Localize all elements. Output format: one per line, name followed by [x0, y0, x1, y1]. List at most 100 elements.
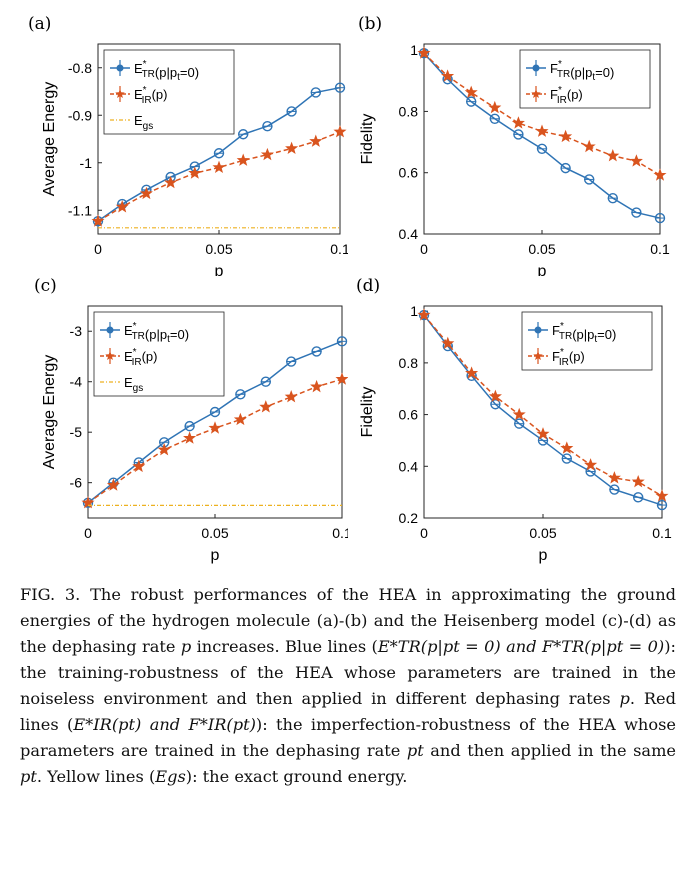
- legend-marker: [531, 89, 541, 99]
- legend-marker: [534, 326, 542, 334]
- data-point-star: [631, 474, 645, 488]
- data-point-star: [208, 421, 222, 434]
- data-point-star: [115, 200, 129, 213]
- y-tick-label: 1: [410, 303, 418, 319]
- x-tick-label: 0.1: [330, 241, 348, 257]
- caption-text-4: . Red lines (: [20, 689, 676, 734]
- y-tick-label: -1.1: [68, 202, 92, 218]
- legend-label: Egs: [124, 375, 143, 394]
- series-line-1: [423, 52, 661, 176]
- x-tick-label: 0.1: [652, 525, 672, 541]
- legend-label: E* TR(p|pt=0): [124, 321, 189, 345]
- caption-var-2: p: [619, 689, 630, 708]
- data-point-star: [106, 478, 120, 491]
- chart-b-hydrogen-fidelity: 0 0.05 0.1 0.4 0.6 0.8 1 p Fidelity F* TR(p|pt=0)F…: [359, 42, 670, 276]
- x-tick-label: 0.05: [528, 241, 555, 257]
- panel-label-d: (d): [356, 276, 381, 296]
- legend-label: F* IR(p): [550, 85, 583, 106]
- legend-label: F* TR(p|pt=0): [552, 321, 616, 345]
- data-point-star: [465, 366, 479, 379]
- legend-box: [103, 49, 235, 135]
- chart-a-hydrogen-energy: 0 0.05 0.1 -1.1 -1 -0.9 -0.8 p Average Energy E* T…: [41, 43, 348, 276]
- data-point-star: [236, 153, 250, 166]
- caption-var-4: pt: [20, 767, 37, 786]
- legend-label: Egs: [134, 113, 153, 132]
- y-axis-label: Fidelity: [359, 114, 376, 165]
- y-tick-label: -1: [80, 155, 93, 171]
- y-axis-label: Average Energy: [41, 82, 58, 196]
- x-tick-label: 0.05: [529, 525, 556, 541]
- data-point-star: [259, 400, 273, 413]
- legend-marker: [116, 64, 124, 72]
- data-point-star: [488, 100, 502, 114]
- data-point-star: [536, 427, 550, 440]
- data-point-star: [91, 214, 105, 227]
- x-axis-label: p: [215, 263, 224, 276]
- data-point-star: [441, 336, 455, 350]
- x-tick-label: 0: [420, 525, 428, 541]
- data-point-star: [188, 166, 202, 179]
- data-point-star: [284, 390, 298, 403]
- data-point-star: [441, 69, 455, 82]
- panel-label-a: (a): [28, 14, 52, 34]
- x-tick-label: 0: [420, 241, 428, 257]
- y-axis-label: Fidelity: [359, 387, 376, 438]
- legend-box: [521, 311, 653, 371]
- caption-text-1: The robust performances of the HEA in ap…: [20, 585, 676, 656]
- y-tick-label: 0.8: [399, 103, 419, 119]
- y-tick-label: 1: [410, 42, 418, 58]
- data-point-star: [535, 124, 549, 137]
- data-point-star: [212, 160, 226, 174]
- legend-marker: [532, 64, 540, 72]
- series-line-1: [97, 131, 341, 222]
- caption-yellow-math: Egs: [155, 767, 186, 786]
- y-tick-label: 0.2: [399, 510, 419, 526]
- data-point-star: [132, 459, 146, 473]
- data-point-star: [629, 154, 643, 167]
- x-tick-label: 0: [94, 241, 102, 257]
- figure-caption: FIG. 3. The robust performances of the H…: [20, 582, 676, 790]
- legend-marker: [115, 89, 125, 99]
- data-point-star: [511, 116, 525, 129]
- caption-text-8: ): the exact ground energy.: [185, 767, 408, 786]
- data-point-star: [560, 441, 574, 454]
- panel-label-c: (c): [34, 276, 57, 296]
- series-line-1: [87, 378, 343, 504]
- x-tick-label: 0.05: [201, 525, 228, 541]
- caption-red-math: E*IR(pt) and F*IR(pt): [73, 715, 256, 734]
- y-tick-label: 0.6: [399, 407, 419, 423]
- caption-text-6: and then applied in the same: [430, 741, 676, 760]
- x-axis-label: p: [538, 263, 547, 276]
- panel-label-b: (b): [358, 14, 383, 34]
- data-point-star: [653, 168, 667, 181]
- caption-text-5: ): the imperfection-robustness of the HE…: [20, 715, 676, 760]
- legend: E* TR(p|pt=0)E* IR(p) Egs: [103, 49, 235, 135]
- data-point-star: [607, 471, 621, 484]
- y-tick-label: -0.9: [68, 107, 92, 123]
- x-tick-label: 0.05: [205, 241, 232, 257]
- data-point-star: [335, 372, 348, 385]
- data-point-star: [233, 412, 247, 426]
- data-point-star: [655, 489, 669, 502]
- caption-fig-label: FIG. 3.: [20, 585, 81, 604]
- data-point-star: [285, 141, 299, 155]
- legend-box: [519, 49, 651, 109]
- data-point-star: [464, 85, 478, 98]
- data-point-star: [164, 175, 178, 189]
- legend-marker: [533, 351, 543, 361]
- y-tick-label: -4: [70, 374, 83, 390]
- data-point-star: [157, 443, 171, 456]
- data-point-star: [139, 186, 153, 200]
- legend: F* TR(p|pt=0)F* IR(p): [521, 311, 653, 371]
- caption-var-3: pt: [406, 741, 424, 760]
- legend: E* TR(p|pt=0)E* IR(p) Egs: [93, 311, 225, 397]
- y-tick-label: -3: [70, 323, 83, 339]
- x-axis-label: p: [539, 547, 548, 564]
- y-tick-label: -0.8: [68, 60, 92, 76]
- data-point-star: [309, 134, 323, 147]
- legend-marker: [106, 326, 114, 334]
- data-point-star: [417, 308, 431, 321]
- chart-c-heisenberg-energy: 0 0.05 0.1 -6 -5 -4 -3 p Average Energy E* TR(p|pt…: [41, 305, 348, 564]
- legend-label: F* TR(p|pt=0): [550, 59, 614, 83]
- x-tick-label: 0.1: [332, 525, 348, 541]
